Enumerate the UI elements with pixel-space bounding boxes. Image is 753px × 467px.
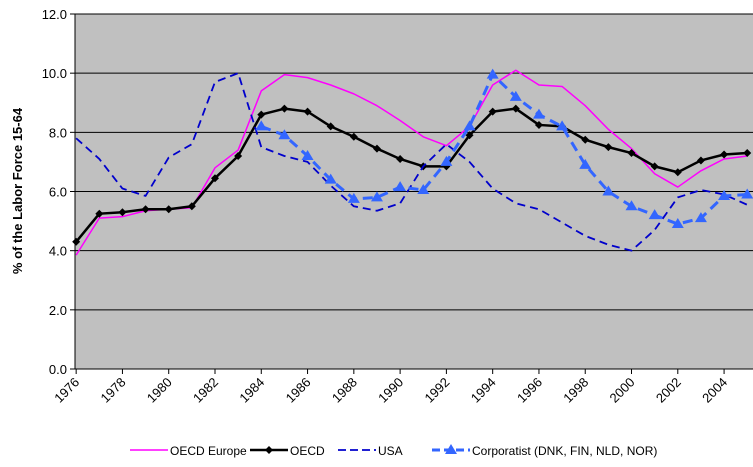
point <box>141 205 150 214</box>
point <box>234 152 243 160</box>
point <box>463 120 476 131</box>
y-tick-label: 10.0 <box>42 66 67 81</box>
y-tick-label: 4.0 <box>49 244 67 259</box>
point <box>650 162 659 171</box>
series-line <box>75 107 748 243</box>
point <box>301 150 314 160</box>
point <box>671 218 684 229</box>
legend-label: USA <box>378 444 403 458</box>
point <box>280 104 289 113</box>
point <box>372 144 381 153</box>
point <box>394 181 407 192</box>
legend-marker <box>445 444 457 454</box>
x-tick-label: 2000 <box>607 375 638 406</box>
point <box>396 154 405 163</box>
series-line <box>75 72 748 252</box>
x-tick-label: 1980 <box>144 375 175 406</box>
y-tick-label: 8.0 <box>49 125 67 140</box>
point <box>72 237 81 246</box>
point <box>417 184 430 195</box>
legend-label: OECD Europe <box>170 444 247 458</box>
point <box>440 155 453 166</box>
point <box>718 189 731 200</box>
point <box>741 188 753 199</box>
point <box>696 156 705 165</box>
point <box>581 135 590 144</box>
point <box>532 108 545 119</box>
point <box>556 120 569 131</box>
point <box>465 131 474 140</box>
x-tick-label: 2002 <box>653 375 684 406</box>
point <box>118 208 127 217</box>
x-tick-label: 1986 <box>283 375 314 406</box>
series-line <box>260 73 748 226</box>
point <box>210 174 219 183</box>
point <box>349 132 358 141</box>
point <box>743 149 752 158</box>
point <box>579 158 592 169</box>
point <box>602 185 615 196</box>
x-tick-label: 1982 <box>190 375 221 406</box>
x-tick-label: 2004 <box>699 375 730 406</box>
point <box>673 168 682 177</box>
x-tick-label: 1978 <box>98 375 129 406</box>
point <box>488 107 497 116</box>
point <box>486 68 499 79</box>
x-tick-label: 1998 <box>560 375 591 406</box>
y-axis-label: % of the Labor Force 15-64 <box>10 107 25 274</box>
x-tick-label: 1990 <box>375 375 406 406</box>
y-tick-label: 0.0 <box>49 362 67 377</box>
point <box>257 110 266 119</box>
x-tick-label: 1976 <box>51 375 82 406</box>
point <box>511 104 520 113</box>
x-tick-label: 1996 <box>514 375 545 406</box>
point <box>627 149 636 158</box>
x-tick-label: 1992 <box>421 375 452 406</box>
point <box>370 191 383 202</box>
legend-marker <box>265 446 273 454</box>
point <box>326 122 335 131</box>
point <box>720 150 729 159</box>
point <box>95 209 104 218</box>
point <box>187 202 196 211</box>
legend-label: OECD <box>290 444 325 458</box>
point <box>534 120 543 129</box>
y-tick-label: 6.0 <box>49 185 67 200</box>
x-tick-label: 1988 <box>329 375 360 406</box>
point <box>625 200 638 211</box>
y-tick-label: 12.0 <box>42 7 67 22</box>
point <box>509 90 522 101</box>
point <box>278 129 291 140</box>
y-tick-label: 2.0 <box>49 303 67 318</box>
point <box>347 192 360 203</box>
legend-label: Corporatist (DNK, FIN, NLD, NOR) <box>472 444 657 458</box>
point <box>604 143 613 152</box>
x-tick-label: 1994 <box>468 375 499 406</box>
point <box>324 173 337 184</box>
x-tick-label: 1984 <box>236 375 267 406</box>
point <box>255 120 268 131</box>
point <box>694 212 707 223</box>
point <box>164 205 173 214</box>
point <box>303 107 312 116</box>
point <box>648 209 661 220</box>
